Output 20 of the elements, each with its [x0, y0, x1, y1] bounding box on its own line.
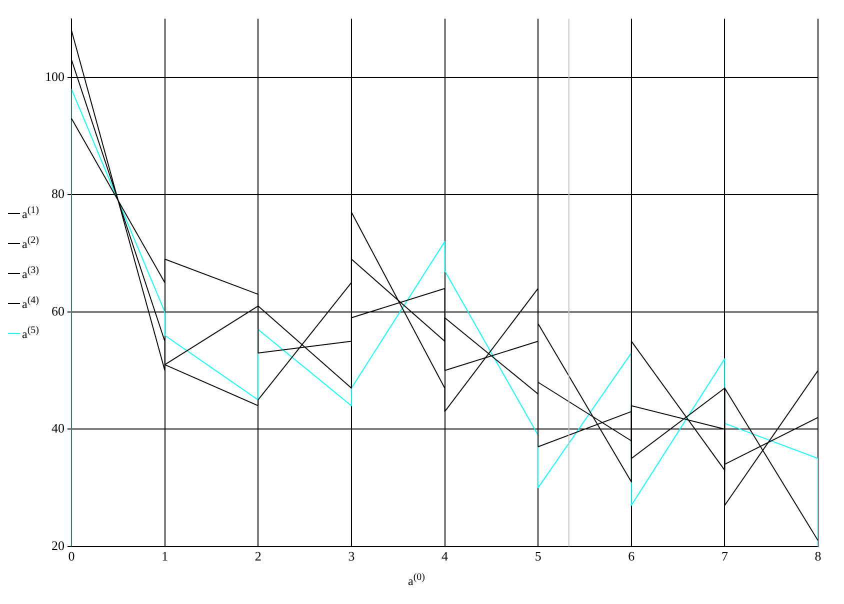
y-tick-label: 40 [52, 420, 64, 436]
y-tick-label: 60 [52, 303, 64, 318]
x-tick-label: 8 [814, 548, 822, 564]
x-tick-label: 3 [348, 548, 355, 564]
x-tick-label: 4 [442, 548, 448, 564]
x-tick-label: 5 [534, 548, 542, 564]
y-tick-label: 80 [52, 186, 64, 202]
legend-label: a$^{(3)}$ [22, 264, 39, 282]
x-tick-label: 1 [162, 548, 168, 564]
x-axis-title: a$^{(0)}$ [408, 572, 425, 589]
x-tick-label: 6 [628, 548, 636, 564]
y-tick-label: 20 [52, 538, 64, 553]
legend-label: a$^{(1)}$ [22, 204, 39, 222]
x-tick-label: 7 [721, 548, 728, 564]
y-tick-label: 100 [45, 68, 64, 84]
x-tick-label: 0 [68, 548, 75, 564]
legend-label: a$^{(5)}$ [22, 324, 39, 342]
legend-label: a$^{(4)}$ [22, 294, 39, 312]
legend-label: a$^{(2)}$ [22, 234, 39, 252]
x-tick-label: 2 [254, 548, 262, 564]
